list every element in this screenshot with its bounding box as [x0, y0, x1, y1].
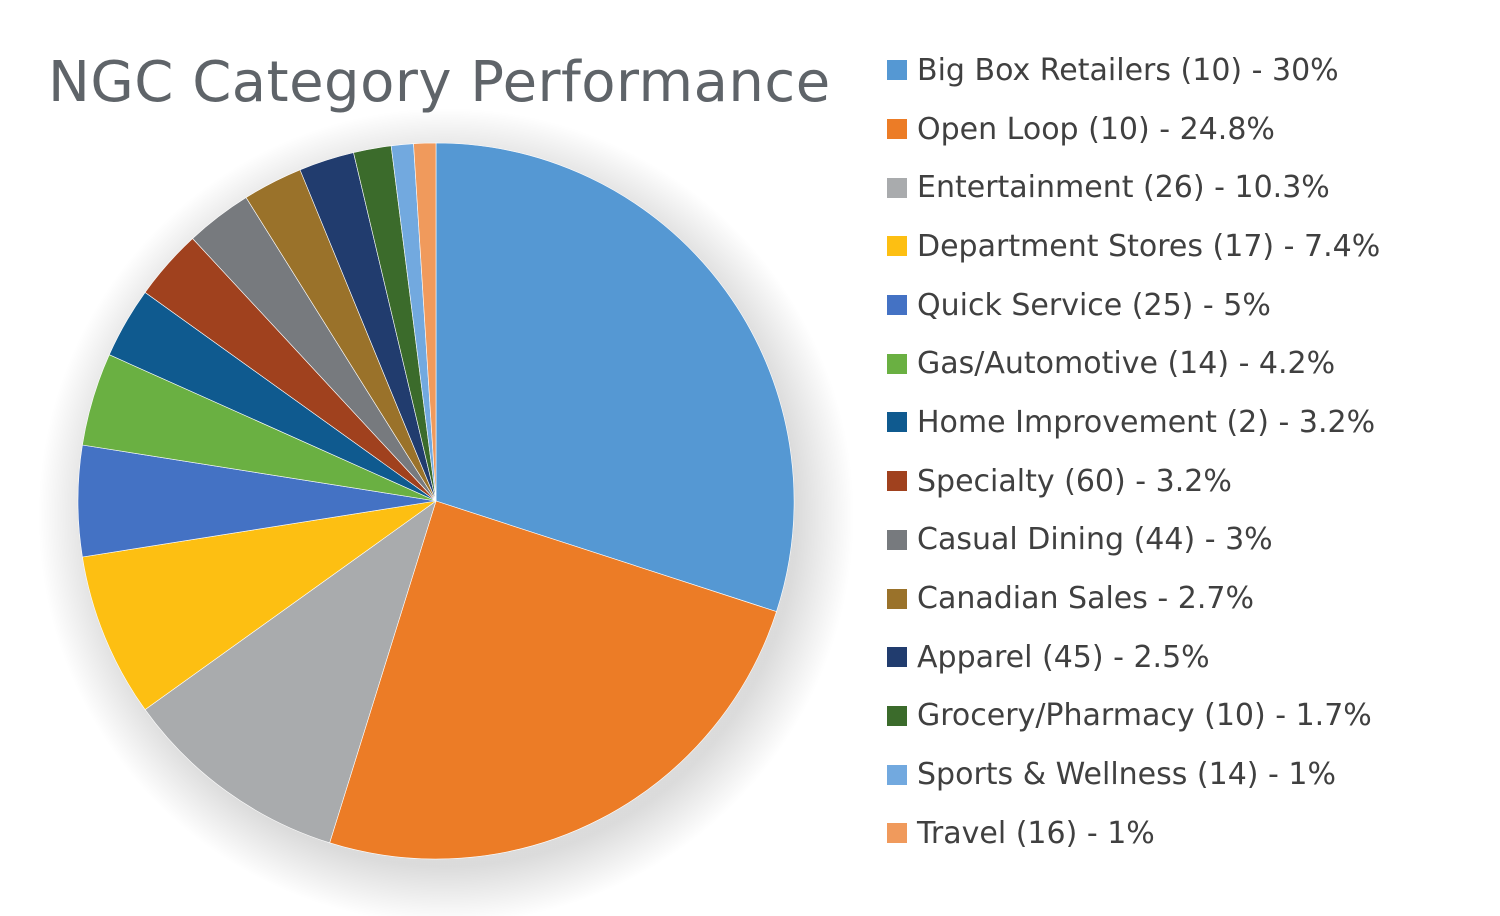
- legend-swatch: [887, 60, 907, 81]
- legend-swatch: [887, 647, 907, 668]
- legend-item: Grocery/Pharmacy (10) - 1.7%: [887, 687, 1380, 746]
- legend-label: Quick Service (25) - 5%: [917, 287, 1271, 323]
- legend-swatch: [887, 529, 907, 550]
- legend-label: Specialty (60) - 3.2%: [917, 463, 1232, 499]
- legend-item: Canadian Sales - 2.7%: [887, 569, 1380, 628]
- legend-swatch: [887, 705, 907, 726]
- legend-label: Department Stores (17) - 7.4%: [917, 228, 1381, 264]
- pie-slice-1: [329, 500, 777, 860]
- legend-swatch: [887, 764, 907, 785]
- legend-item: Open Loop (10) - 24.8%: [887, 100, 1380, 159]
- legend-label: Entertainment (26) - 10.3%: [917, 170, 1330, 206]
- legend-swatch: [887, 353, 907, 374]
- legend-label: Apparel (45) - 2.5%: [917, 639, 1210, 675]
- legend-label: Home Improvement (2) - 3.2%: [917, 404, 1376, 440]
- legend-item: Specialty (60) - 3.2%: [887, 452, 1380, 511]
- legend-swatch: [887, 119, 907, 140]
- legend-label: Gas/Automotive (14) - 4.2%: [917, 346, 1336, 382]
- legend-label: Grocery/Pharmacy (10) - 1.7%: [917, 698, 1372, 734]
- legend-label: Canadian Sales - 2.7%: [917, 581, 1255, 617]
- legend-swatch: [887, 412, 907, 433]
- legend-item: Casual Dining (44) - 3%: [887, 511, 1380, 570]
- pie-slices: [77, 142, 795, 860]
- legend-item: Sports & Wellness (14) - 1%: [887, 745, 1380, 804]
- legend-item: Travel (16) - 1%: [887, 804, 1380, 863]
- chart-title: NGC Category Performance: [48, 50, 831, 115]
- legend: Big Box Retailers (10) - 30% Open Loop (1…: [887, 41, 1380, 863]
- legend-swatch: [887, 236, 907, 257]
- legend-swatch: [887, 823, 907, 844]
- legend-label: Travel (16) - 1%: [917, 815, 1155, 851]
- pie-slice-0: [435, 142, 795, 613]
- pie-slice-2: [144, 500, 437, 844]
- legend-item: Gas/Automotive (14) - 4.2%: [887, 334, 1380, 393]
- legend-swatch: [887, 588, 907, 609]
- legend-item: Department Stores (17) - 7.4%: [887, 217, 1380, 276]
- legend-item: Apparel (45) - 2.5%: [887, 628, 1380, 687]
- legend-label: Sports & Wellness (14) - 1%: [917, 757, 1337, 793]
- legend-item: Home Improvement (2) - 3.2%: [887, 393, 1380, 452]
- legend-swatch: [887, 177, 907, 198]
- legend-item: Quick Service (25) - 5%: [887, 276, 1380, 335]
- pie-slice-3: [82, 500, 437, 711]
- legend-item: Entertainment (26) - 10.3%: [887, 158, 1380, 217]
- legend-label: Big Box Retailers (10) - 30%: [917, 52, 1339, 88]
- legend-label: Casual Dining (44) - 3%: [917, 522, 1273, 558]
- pie-slice-13: [413, 142, 437, 502]
- legend-item: Big Box Retailers (10) - 30%: [887, 41, 1380, 100]
- legend-swatch: [887, 471, 907, 492]
- legend-label: Open Loop (10) - 24.8%: [917, 111, 1275, 147]
- legend-swatch: [887, 295, 907, 316]
